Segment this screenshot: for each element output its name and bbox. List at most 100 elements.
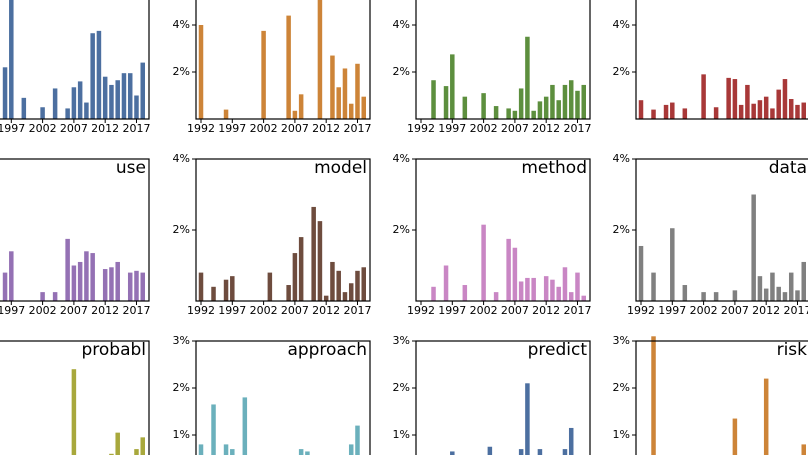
y-tick-label: 2% [393, 381, 410, 394]
bar [732, 290, 738, 301]
bar [638, 100, 644, 119]
x-tick-label: 2002 [250, 122, 278, 135]
bar [801, 102, 806, 119]
bar [330, 55, 335, 119]
y-tick-label: 3% [613, 334, 630, 347]
panel-title: risk [777, 340, 808, 360]
panel-frame [0, 340, 150, 455]
bar [738, 104, 744, 119]
bar [795, 290, 800, 301]
x-tick-label: 2002 [470, 304, 498, 317]
x-tick-label: 2002 [29, 122, 57, 135]
bar [84, 102, 89, 119]
bar [782, 292, 788, 301]
y-tick-label: 4% [613, 18, 630, 31]
bar [525, 36, 530, 119]
bar [223, 109, 229, 119]
bar [770, 272, 775, 301]
bar [9, 0, 14, 119]
bar [757, 276, 763, 301]
panel-frame [195, 0, 371, 120]
panel-frame [415, 0, 591, 120]
x-tick-label: 1997 [218, 304, 246, 317]
y-tick-label: 2% [173, 223, 190, 236]
bar [242, 397, 248, 455]
panel: 2% 4% 1992 1997 2002 2007 2012 2017 method [393, 152, 592, 317]
bar [286, 15, 291, 120]
bar [342, 292, 348, 301]
bar [21, 97, 27, 119]
bar [77, 81, 83, 119]
bar [77, 261, 83, 301]
panel-title: data [769, 158, 807, 178]
panel-title: model [314, 158, 367, 178]
bar [770, 108, 775, 119]
bar [40, 107, 45, 119]
x-tick-label: 2007 [501, 122, 529, 135]
bar [336, 270, 341, 301]
bar [267, 272, 273, 301]
bar [682, 108, 688, 119]
bar [568, 292, 574, 301]
bar [71, 265, 77, 301]
bar [292, 253, 298, 301]
bar [52, 292, 58, 301]
x-tick-label: 1992 [627, 304, 655, 317]
x-tick-label: 2012 [532, 122, 560, 135]
bar [52, 88, 58, 119]
bar [121, 73, 127, 119]
bar [134, 95, 139, 119]
bar [355, 270, 360, 301]
bar [305, 451, 310, 455]
bar [506, 108, 511, 119]
bar [336, 87, 341, 119]
bar [512, 110, 518, 119]
bar [317, 221, 323, 301]
bar [109, 453, 114, 455]
bar [115, 432, 120, 455]
bar [90, 253, 95, 301]
bar [230, 449, 235, 455]
bar [40, 292, 45, 301]
y-tick-label: 4% [393, 152, 410, 165]
x-tick-label: 2007 [281, 304, 309, 317]
bar [525, 383, 530, 455]
bar [109, 84, 114, 119]
y-tick-label: 4% [393, 18, 410, 31]
y-tick-label: 4% [613, 152, 630, 165]
bar [342, 68, 348, 119]
bar [562, 84, 568, 119]
bar [140, 437, 145, 455]
y-tick-label: 1% [173, 428, 190, 441]
x-tick-label: 1997 [658, 304, 686, 317]
bar [531, 277, 536, 301]
y-tick-label: 2% [613, 223, 630, 236]
x-tick-label: 1997 [438, 122, 466, 135]
x-tick-label: 2012 [312, 304, 340, 317]
bar [481, 93, 486, 119]
bar [701, 74, 706, 119]
bar [751, 103, 756, 119]
bar [537, 101, 543, 119]
bar [751, 194, 756, 301]
bar [481, 224, 486, 301]
panel-frame [195, 340, 371, 455]
x-tick-label: 2002 [250, 304, 278, 317]
x-tick-label: 2012 [91, 304, 119, 317]
bar [443, 86, 449, 119]
y-tick-label: 3% [393, 334, 410, 347]
y-tick-label: 3% [173, 334, 190, 347]
y-tick-label: 4% [173, 18, 190, 31]
bar [801, 444, 806, 455]
bar [556, 100, 561, 119]
bar [311, 206, 316, 301]
bar [127, 272, 133, 301]
bar [670, 102, 675, 119]
bar [230, 276, 235, 301]
bar [431, 286, 436, 301]
bar [562, 267, 568, 301]
bar [361, 267, 366, 301]
bar [512, 247, 518, 301]
bar [323, 295, 329, 301]
